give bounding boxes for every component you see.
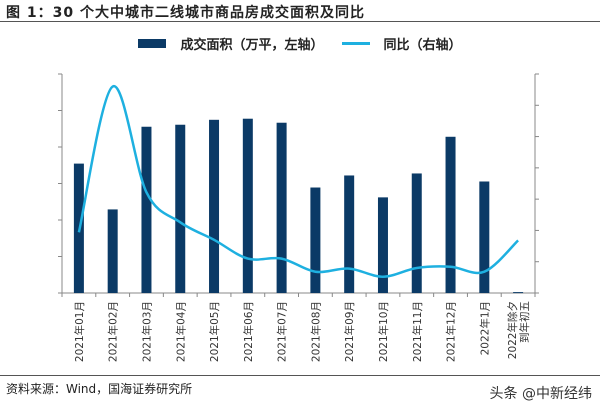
x-tick-label-13: 2022年除夕到年初五 — [506, 301, 531, 359]
x-tick-label-3: 2021年04月 — [174, 301, 187, 362]
watermark: 头条 @中新经纬 — [489, 386, 592, 402]
bar-area-6 — [276, 122, 287, 293]
x-tick-label-5: 2021年06月 — [242, 301, 255, 362]
chart-title: 图 1：30 个大中城市二线城市商品房成交面积及同比 — [6, 5, 365, 21]
bar-area-5 — [242, 118, 253, 294]
x-tick-label-11: 2021年12月 — [445, 301, 458, 362]
bar-area-11 — [445, 136, 456, 293]
legend-label-yoy: 同比（右轴） — [383, 38, 462, 53]
bar-area-7 — [310, 187, 321, 293]
bar-area-2 — [141, 126, 152, 294]
yoy-line — [77, 85, 519, 278]
x-tick-label-7: 2021年08月 — [309, 301, 322, 362]
x-label-line: 到年初五 — [518, 301, 531, 343]
x-tick-label-6: 2021年07月 — [276, 301, 289, 362]
x-label-line: 2022年除夕 — [506, 301, 519, 359]
bar-area-4 — [209, 119, 220, 294]
bar-area-10 — [411, 173, 422, 293]
source-note: 资料来源：Wind，国海证券研究所 — [6, 382, 193, 396]
legend-swatch-bar — [138, 39, 167, 48]
legend-swatch-line — [341, 42, 370, 45]
title-divider — [0, 21, 600, 22]
x-tick-label-8: 2021年09月 — [343, 301, 356, 362]
bar-area-13 — [513, 292, 524, 294]
x-tick-label-0: 2021年01月 — [73, 301, 86, 362]
x-tick-label-2: 2021年03月 — [140, 301, 153, 362]
bar-area-1 — [107, 209, 118, 293]
x-tick-label-1: 2021年02月 — [107, 301, 120, 362]
bar-area-3 — [175, 124, 186, 293]
x-tick-label-4: 2021年05月 — [208, 301, 221, 362]
footer-divider — [0, 375, 600, 376]
x-tick-label-10: 2021年11月 — [411, 301, 424, 362]
x-tick-label-12: 2022年1月 — [478, 301, 491, 355]
bar-area-9 — [377, 197, 388, 293]
bar-area-12 — [479, 181, 490, 293]
bar-area-8 — [344, 175, 355, 293]
legend: 成交面积（万平，左轴） 同比（右轴） — [0, 34, 600, 53]
legend-label-area: 成交面积（万平，左轴） — [180, 38, 324, 53]
x-tick-label-9: 2021年10月 — [377, 301, 390, 362]
